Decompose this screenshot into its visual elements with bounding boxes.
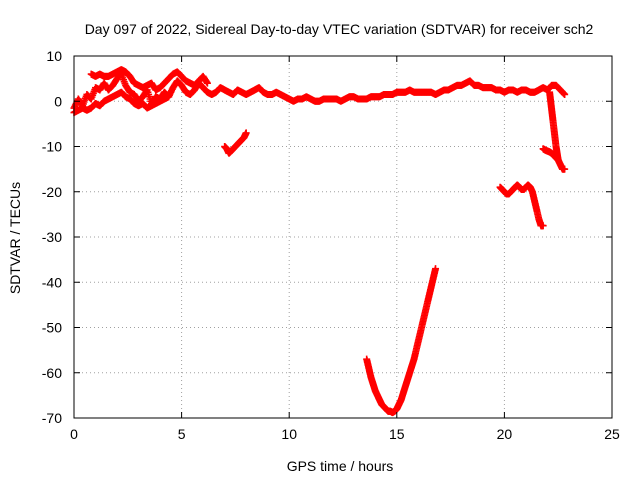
axis-ticks: 0 5 10 15 20 25 10 0 -10 -20 -30 -40 -50 -60 -70 bbox=[42, 48, 620, 442]
grid-lines bbox=[74, 56, 612, 418]
data-point bbox=[165, 93, 173, 101]
x-tick-label: 0 bbox=[70, 426, 78, 442]
y-tick-label: -50 bbox=[42, 320, 62, 336]
chart-title: Day 097 of 2022, Sidereal Day-to-day VTE… bbox=[85, 21, 594, 37]
data-series bbox=[70, 66, 569, 417]
y-axis-label: SDTVAR / TECUs bbox=[7, 182, 23, 294]
data-point bbox=[554, 156, 562, 164]
series-early-lower-band bbox=[70, 88, 173, 117]
series-late-vertical-22h bbox=[546, 88, 562, 164]
y-tick-label: -60 bbox=[42, 365, 62, 381]
data-point bbox=[242, 129, 250, 137]
x-tick-label: 25 bbox=[604, 426, 620, 442]
x-tick-label: 20 bbox=[497, 426, 513, 442]
y-tick-label: -70 bbox=[42, 410, 62, 426]
data-point bbox=[561, 165, 569, 173]
data-point bbox=[539, 222, 547, 230]
x-tick-label: 10 bbox=[281, 426, 297, 442]
y-tick-label: 0 bbox=[54, 93, 62, 109]
series-early-upper-band bbox=[87, 66, 211, 94]
data-point bbox=[203, 79, 211, 87]
series-late-band-20h bbox=[496, 181, 547, 230]
x-axis-label: GPS time / hours bbox=[287, 458, 394, 474]
x-tick-label: 15 bbox=[389, 426, 405, 442]
y-tick-label: -40 bbox=[42, 274, 62, 290]
y-tick-label: -20 bbox=[42, 184, 62, 200]
data-point bbox=[432, 265, 440, 273]
y-tick-label: -30 bbox=[42, 229, 62, 245]
y-tick-label: 10 bbox=[46, 48, 62, 64]
series-dip-7h bbox=[221, 129, 250, 157]
x-tick-label: 5 bbox=[178, 426, 186, 442]
series-deep-dip-15h bbox=[363, 265, 440, 417]
y-tick-label: -10 bbox=[42, 139, 62, 155]
data-point bbox=[561, 90, 569, 98]
